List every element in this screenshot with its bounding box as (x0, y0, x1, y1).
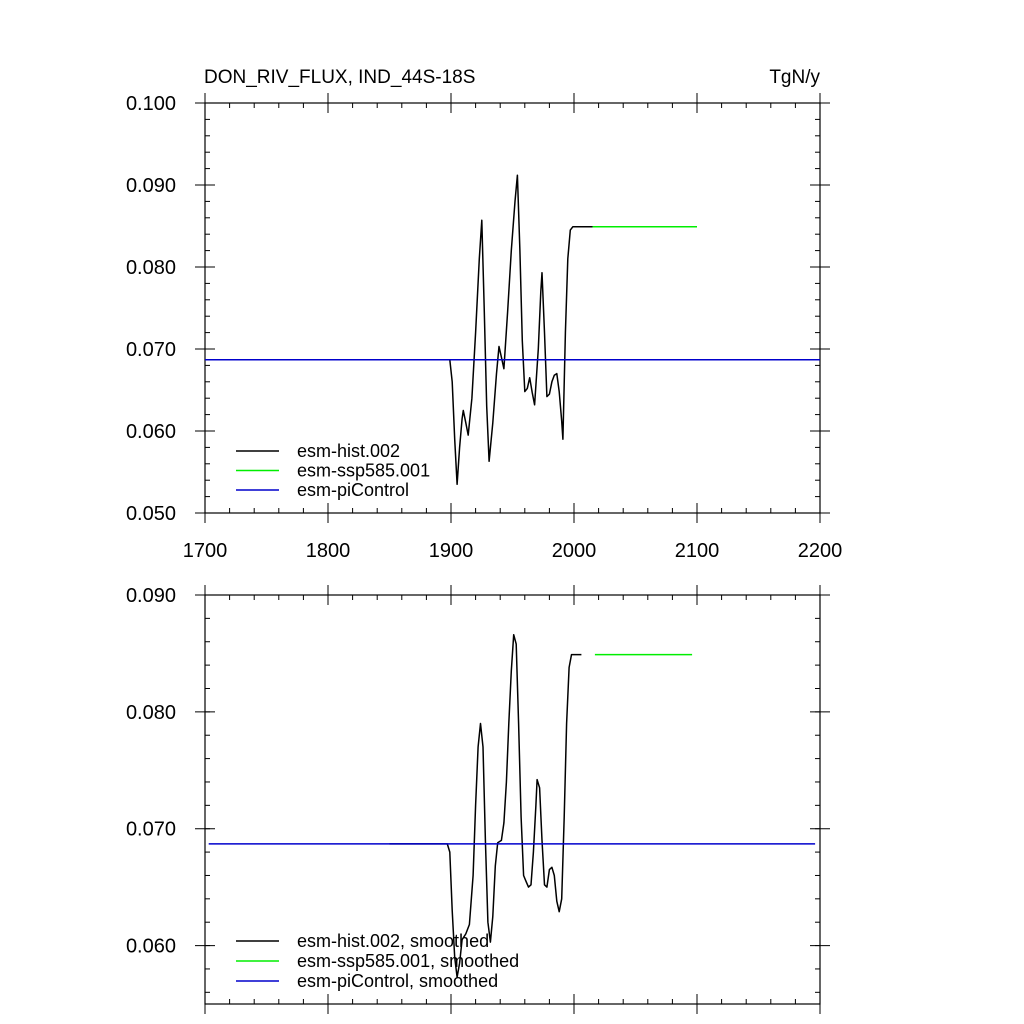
plot-frame (204, 102, 821, 514)
units-label: TgN/y (769, 67, 820, 88)
legend-label: esm-piControl, smoothed (297, 971, 498, 991)
x-tick-label: 1900 (429, 540, 474, 562)
bottom-panel: 0.060 0.070 0.080 0.090 esm-hist.002, smooth… (126, 585, 830, 1014)
x-tick-label: 2200 (798, 540, 843, 562)
chart-title: DON_RIV_FLUX, IND_44S-18S (204, 67, 475, 88)
top-panel: 0.050 0.060 0.070 0.080 0.090 0.100 1700 1800 19… (126, 93, 842, 562)
series-line-esm-hist-002-smoothed (389, 633, 582, 978)
x-tick-label: 1800 (306, 540, 351, 562)
y-tick-label: 0.080 (126, 257, 176, 279)
x-tick-label: 2100 (675, 540, 720, 562)
y-tick-label: 0.090 (126, 175, 176, 197)
y-tick-label: 0.080 (126, 702, 176, 724)
legend-label: esm-piControl (297, 480, 409, 500)
y-tick-label: 0.100 (126, 93, 176, 115)
y-tick-label: 0.090 (126, 585, 176, 607)
legend-label: esm-ssp585.001 (297, 461, 430, 481)
y-tick-label: 0.060 (126, 421, 176, 443)
y-tick-label: 0.060 (126, 936, 176, 958)
plot-frame (204, 594, 821, 1005)
x-tick-label: 2000 (552, 540, 597, 562)
y-tick-label: 0.050 (126, 503, 176, 525)
x-tick-label: 1700 (183, 540, 228, 562)
y-tick-label: 0.070 (126, 339, 176, 361)
y-tick-label: 0.070 (126, 819, 176, 841)
legend-label: esm-hist.002 (297, 441, 400, 461)
series-line-esm-hist-002 (389, 174, 593, 486)
legend-label: esm-ssp585.001, smoothed (297, 951, 519, 971)
legend-label: esm-hist.002, smoothed (297, 931, 489, 951)
